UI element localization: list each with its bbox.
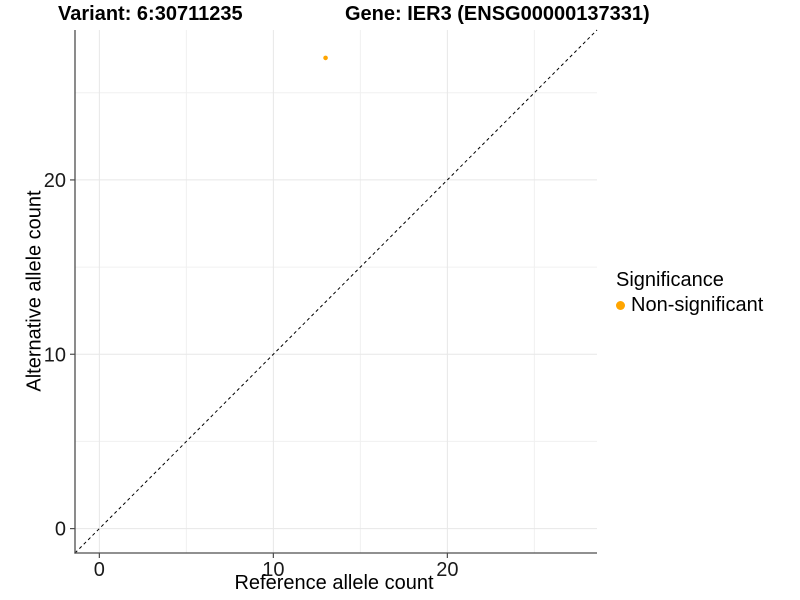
legend-item-label: Non-significant xyxy=(631,294,764,316)
y-tick-label: 20 xyxy=(44,170,66,192)
y-tick-label: 0 xyxy=(55,519,66,541)
legend-title: Significance xyxy=(616,269,724,291)
x-tick-label: 0 xyxy=(94,559,105,581)
data-point xyxy=(323,55,328,61)
y-tick-label: 10 xyxy=(44,344,66,366)
x-tick-label: 10 xyxy=(262,559,284,581)
legend: Significance Non-significant xyxy=(616,268,763,317)
variant-title: Variant: 6:30711235 xyxy=(58,3,243,25)
gene-title: Gene: IER3 (ENSG00000137331) xyxy=(345,3,650,25)
legend-item-non-significant: Non-significant xyxy=(616,294,763,317)
legend-point-icon xyxy=(616,301,625,310)
y-axis-title: Alternative allele count xyxy=(23,190,46,392)
x-tick-label: 20 xyxy=(436,559,458,581)
identity-line xyxy=(74,29,598,554)
x-axis-title: Reference allele count xyxy=(234,572,434,594)
